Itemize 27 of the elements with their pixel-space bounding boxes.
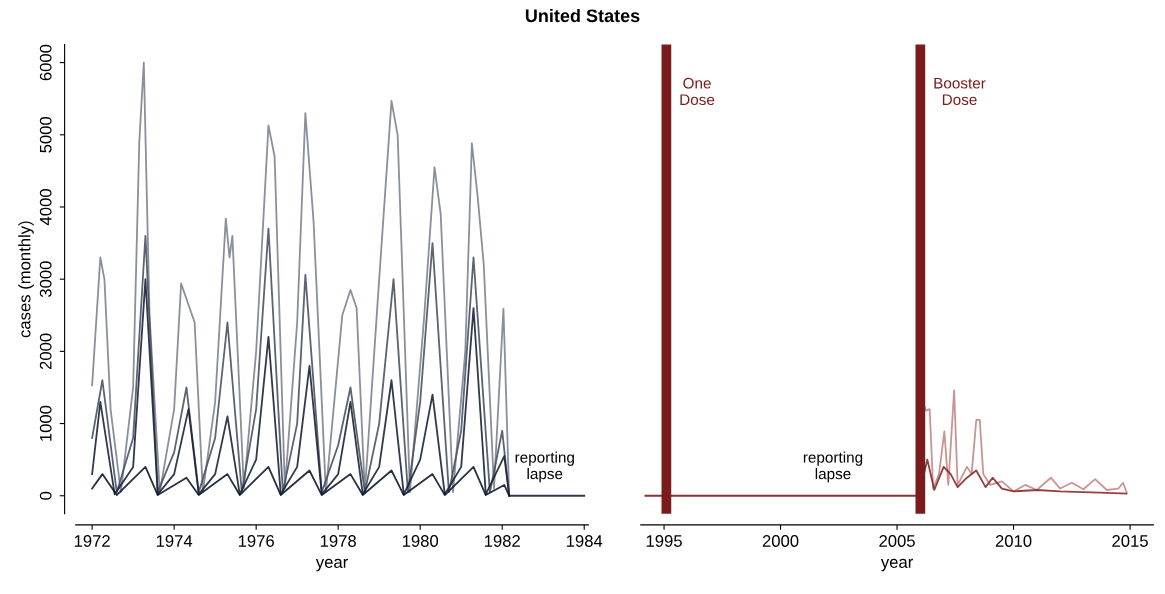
y-tick-label: 0 [39, 491, 52, 500]
x-tick-label: 1984 [566, 535, 603, 547]
y-tick-label: 3000 [39, 261, 52, 298]
x-tick-label: 2005 [879, 535, 915, 547]
y-tick-label: 4000 [39, 189, 52, 226]
x-tick-label: 1976 [238, 535, 274, 547]
annotation: reporting lapse [515, 451, 574, 483]
y-axis-title: cases (monthly) [18, 221, 34, 338]
x-axis-title: year [315, 558, 348, 572]
x-tick-label: 2010 [995, 535, 1032, 547]
x-tick-label: 1982 [484, 535, 520, 547]
x-tick-label: 1980 [402, 535, 439, 547]
y-tick-label: 5000 [39, 116, 52, 153]
ref-line-label: One Dose [680, 77, 715, 106]
chart-title: United States [525, 8, 640, 23]
y-tick-label: 2000 [39, 333, 52, 370]
y-tick-label: 1000 [39, 405, 52, 441]
x-tick-label: 2015 [1112, 535, 1148, 547]
x-tick-label: 1995 [646, 535, 682, 547]
x-tick-label: 1972 [74, 535, 110, 547]
x-axis-title: year [880, 558, 913, 572]
annotation: reporting lapse [803, 451, 863, 483]
x-tick-label: 2000 [762, 535, 799, 547]
x-tick-label: 1974 [156, 535, 193, 547]
ref-line-label: Booster Dose [934, 77, 986, 106]
x-tick-label: 1978 [320, 535, 356, 547]
y-tick-label: 6000 [39, 44, 52, 81]
